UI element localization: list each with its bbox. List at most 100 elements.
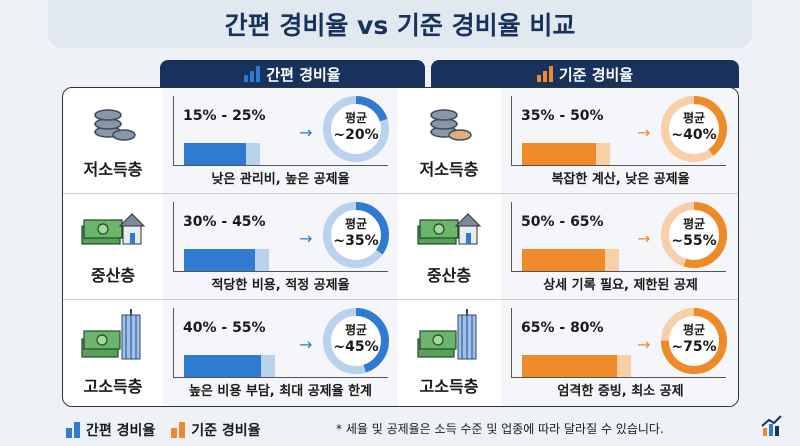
money-house-icon — [416, 208, 482, 254]
tab-simple: 간편 경비율 — [160, 60, 425, 88]
average-donut — [661, 96, 727, 162]
bar-axis — [173, 308, 388, 378]
range-bar-min — [184, 249, 255, 271]
donut-arc — [661, 96, 727, 162]
range-bar-min — [522, 249, 605, 271]
footnote: * 세율 및 공제율은 소득 수준 및 업종에 따라 달라질 수 있습니다. — [336, 422, 664, 436]
donut-arc — [661, 202, 727, 268]
caption: 복잡한 계산, 낮은 공제율 — [551, 172, 690, 187]
group-name: 중산층 — [426, 265, 472, 285]
average-label: 평균 — [682, 323, 706, 337]
caption: 적당한 비용, 적정 공제율 — [211, 278, 350, 293]
group-name: 저소득층 — [83, 159, 143, 179]
average-text: 평균 ~55% — [669, 216, 719, 250]
legend: 간편 경비율 기준 경비율 — [66, 420, 261, 440]
arrow-right-icon: → — [637, 123, 651, 142]
simple-panel: 40% - 55% → 평균 ~45% 높은 비용 부담, 최대 공제율 한계 — [163, 300, 398, 406]
group-label-left: 고소득층 — [63, 300, 163, 406]
bar-axis — [173, 202, 388, 272]
bar-axis — [511, 202, 726, 272]
money-building-icon — [80, 309, 146, 365]
average-text: 평균 ~40% — [669, 110, 719, 144]
range-bar-min — [522, 355, 617, 377]
range-bar-min — [522, 143, 596, 165]
average-label: 평균 — [344, 217, 368, 231]
arrow-right-icon: → — [299, 229, 313, 248]
range-label: 35% - 50% — [521, 108, 604, 124]
caption: 낮은 관리비, 높은 공제율 — [211, 172, 350, 187]
arrow-right-icon: → — [637, 335, 651, 354]
income-row: 중산층 30% - 45% → 평균 ~35% 적당한 비용, 적정 공제율 중산… — [63, 194, 738, 300]
average-label: 평균 — [682, 111, 706, 125]
caption: 엄격한 증빙, 최소 공제 — [557, 384, 684, 399]
page-title: 간편 경비율 vs 기준 경비율 비교 — [224, 11, 576, 40]
legend-standard: 기준 경비율 — [171, 420, 261, 440]
group-label-right: 저소득층 — [399, 88, 499, 193]
average-label: 평균 — [682, 217, 706, 231]
legend-simple: 간편 경비율 — [66, 420, 155, 440]
coins-icon — [88, 102, 138, 148]
coins-icon — [424, 102, 474, 148]
caption: 높은 비용 부담, 최대 공제율 한계 — [188, 384, 373, 399]
tab-standard-label: 기준 경비율 — [558, 65, 634, 84]
bar-chart-icon — [66, 422, 80, 438]
arrow-right-icon: → — [637, 229, 651, 248]
legend-standard-label: 기준 경비율 — [191, 423, 261, 439]
average-value: ~35% — [333, 233, 379, 249]
arrow-right-icon: → — [299, 335, 313, 354]
group-name: 저소득층 — [419, 159, 479, 179]
range-label: 15% - 25% — [183, 108, 266, 124]
group-label-left: 중산층 — [63, 194, 163, 299]
bar-chart-icon — [171, 422, 186, 438]
growth-chart-icon — [761, 415, 782, 436]
money-building-icon — [416, 309, 482, 365]
income-row: 고소득층 40% - 55% → 평균 ~45% 높은 비용 부담, 최대 공제율… — [63, 300, 738, 406]
standard-panel: 50% - 65% → 평균 ~55% 상세 기록 필요, 제한된 공제 — [501, 194, 738, 299]
average-donut — [323, 308, 389, 374]
range-bar-min — [184, 355, 261, 377]
bar-axis — [511, 96, 726, 166]
standard-panel: 65% - 80% → 평균 ~75% 엄격한 증빙, 최소 공제 — [501, 300, 738, 406]
range-label: 30% - 45% — [183, 214, 266, 230]
average-value: ~40% — [671, 127, 717, 143]
money-house-icon — [80, 208, 146, 254]
arrow-right-icon: → — [299, 123, 313, 142]
average-text: 평균 ~20% — [331, 110, 381, 144]
group-name: 중산층 — [90, 265, 136, 285]
simple-panel: 15% - 25% → 평균 ~20% 낮은 관리비, 높은 공제율 — [163, 88, 398, 193]
average-value: ~20% — [333, 127, 379, 143]
average-value: ~75% — [671, 339, 717, 355]
average-value: ~45% — [333, 339, 379, 355]
average-text: 평균 ~75% — [669, 322, 719, 356]
group-name: 고소득층 — [83, 377, 143, 396]
donut-arc — [661, 308, 727, 374]
average-text: 평균 ~45% — [331, 322, 381, 356]
donut-arc — [323, 308, 389, 374]
range-label: 50% - 65% — [521, 214, 604, 230]
income-row: 저소득층 15% - 25% → 평균 ~20% 낮은 관리비, 높은 공제율 저… — [63, 88, 738, 194]
comparison-card: 저소득층 15% - 25% → 평균 ~20% 낮은 관리비, 높은 공제율 저… — [62, 87, 739, 407]
tab-simple-label: 간편 경비율 — [266, 65, 341, 84]
bar-axis — [173, 96, 388, 166]
group-name: 고소득층 — [419, 377, 479, 396]
bar-chart-icon — [536, 66, 553, 82]
bar-chart-icon — [244, 66, 261, 82]
average-donut — [661, 202, 727, 268]
group-label-right: 중산층 — [399, 194, 499, 299]
caption: 상세 기록 필요, 제한된 공제 — [543, 278, 698, 293]
average-donut — [323, 96, 389, 162]
legend-simple-label: 간편 경비율 — [86, 423, 156, 439]
average-text: 평균 ~35% — [331, 216, 381, 250]
average-label: 평균 — [344, 111, 368, 125]
title-banner: 간편 경비율 vs 기준 경비율 비교 — [48, 0, 752, 48]
average-donut — [323, 202, 389, 268]
donut-arc — [323, 202, 389, 268]
range-label: 40% - 55% — [183, 320, 266, 336]
range-label: 65% - 80% — [521, 320, 604, 336]
donut-arc — [323, 96, 389, 162]
standard-panel: 35% - 50% → 평균 ~40% 복잡한 계산, 낮은 공제율 — [501, 88, 738, 193]
range-bar-min — [184, 143, 246, 165]
group-label-right: 고소득층 — [399, 300, 499, 406]
simple-panel: 30% - 45% → 평균 ~35% 적당한 비용, 적정 공제율 — [163, 194, 398, 299]
bar-axis — [511, 308, 726, 378]
